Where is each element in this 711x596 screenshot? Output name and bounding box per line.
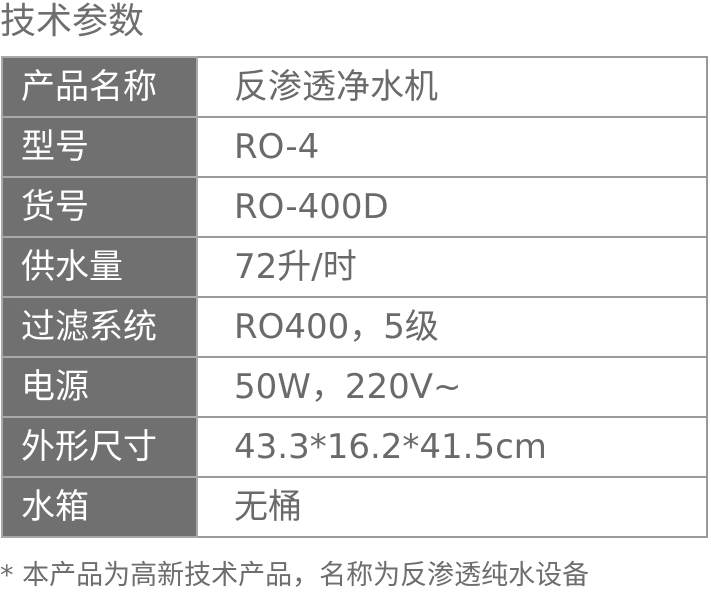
spec-row: 货号 RO-400D: [1, 176, 708, 238]
spec-value: RO400，5级: [196, 296, 708, 358]
spec-label: 产品名称: [1, 56, 198, 118]
spec-row: 型号 RO-4: [1, 116, 708, 178]
spec-value: 43.3*16.2*41.5cm: [196, 416, 708, 478]
spec-label: 型号: [1, 116, 198, 178]
section-title: 技术参数: [0, 1, 145, 42]
spec-value: 无桶: [196, 476, 708, 538]
spec-label: 供水量: [1, 236, 198, 298]
spec-label: 货号: [1, 176, 198, 238]
spec-label: 过滤系统: [1, 296, 198, 358]
spec-value: RO-4: [196, 116, 708, 178]
spec-label: 水箱: [1, 476, 198, 538]
spec-label: 外形尺寸: [1, 416, 198, 478]
spec-value: 反渗透净水机: [196, 56, 708, 118]
spec-row: 供水量 72升/时: [1, 236, 708, 298]
spec-table: 产品名称 反渗透净水机 型号 RO-4 货号 RO-400D 供水量 72升/时 过滤系统 RO4…: [1, 56, 708, 538]
spec-row: 水箱 无桶: [1, 476, 708, 538]
spec-row: 产品名称 反渗透净水机: [1, 56, 708, 118]
spec-value: 50W，220V~: [196, 356, 708, 418]
spec-row: 电源 50W，220V~: [1, 356, 708, 418]
spec-row: 外形尺寸 43.3*16.2*41.5cm: [1, 416, 708, 478]
footnote: * 本产品为高新技术产品，名称为反渗透纯水设备: [0, 560, 590, 591]
spec-value: RO-400D: [196, 176, 708, 238]
spec-row: 过滤系统 RO400，5级: [1, 296, 708, 358]
spec-value: 72升/时: [196, 236, 708, 298]
spec-label: 电源: [1, 356, 198, 418]
